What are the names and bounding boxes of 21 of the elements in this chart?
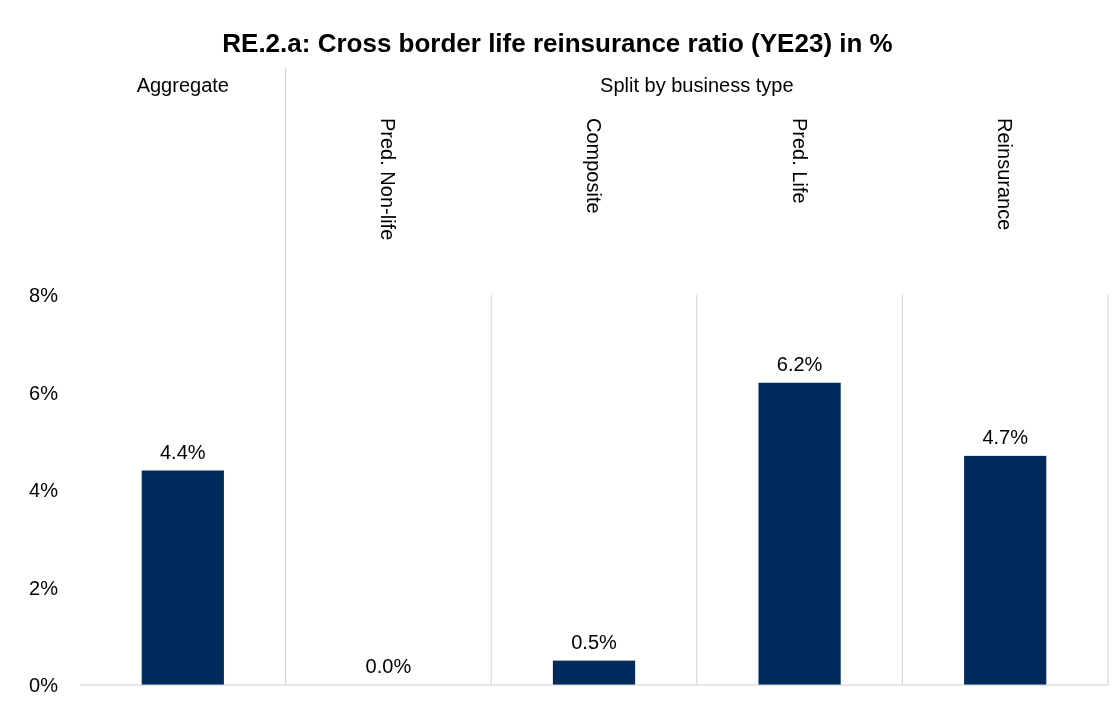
data-label: 0.0%: [365, 655, 412, 677]
x-tick-label: Reinsurance: [994, 118, 1017, 231]
text: Aggregate: [136, 74, 229, 96]
y-tick-label: 2%: [29, 576, 59, 599]
data-label: 4.4%: [160, 440, 206, 463]
y-tick-label: 4%: [29, 479, 59, 501]
y-tick-label: 6%: [29, 381, 59, 404]
bar: [552, 660, 636, 685]
bar: [964, 455, 1047, 685]
data-label: 6.2%: [776, 352, 823, 375]
data-label: 4.7%: [982, 425, 1029, 448]
bar: [141, 470, 224, 685]
x-tick-label: Pred. Non-life: [377, 118, 400, 241]
x-tick-label: Pred. Life: [788, 118, 811, 204]
chart-title: RE.2.a: Cross border life reinsurance ratio (YE23) in %: [222, 28, 893, 58]
text: Split by business type: [600, 74, 794, 96]
data-label: 0.5%: [571, 630, 618, 653]
bar: [758, 382, 841, 685]
x-tick-label: Composite: [583, 118, 605, 214]
y-tick-label: 0%: [29, 674, 59, 696]
y-tick-label: 8%: [29, 284, 59, 306]
